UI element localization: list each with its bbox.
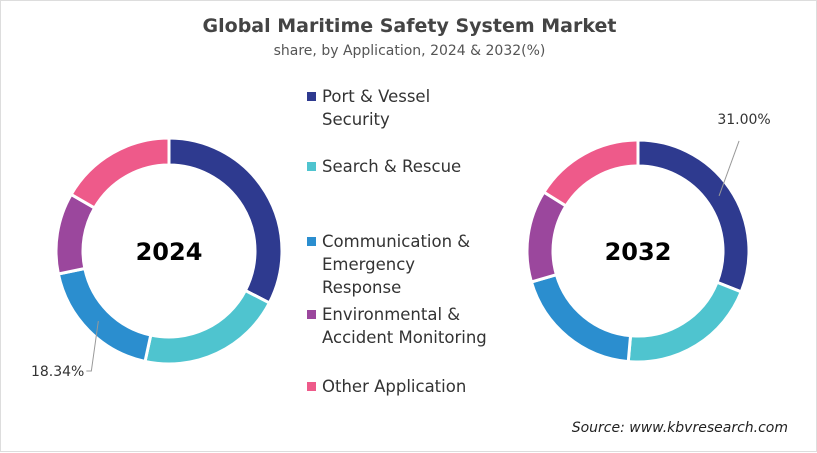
legend-label: Communication &: [322, 232, 471, 251]
chart-title: Global Maritime Safety System Market: [202, 15, 617, 37]
legend-swatch: [307, 162, 316, 171]
legend-label: Response: [322, 278, 402, 297]
data-label: 18.34%: [31, 364, 84, 380]
legend-label: Search & Rescue: [322, 157, 462, 176]
legend-label: Environmental &: [322, 305, 461, 324]
data-label-leader: [718, 140, 740, 197]
donut-slice-2032-0: [636, 138, 751, 294]
donut-slice-2032-1: [626, 280, 744, 364]
legend-swatch: [307, 92, 316, 101]
legend-label: Emergency: [322, 255, 416, 274]
data-label-leader: [86, 320, 99, 372]
legend-item-environmental: Environmental & Accident Monitoring: [307, 303, 487, 349]
center-label-2032: 2032: [605, 238, 672, 266]
chart-subtitle: share, by Application, 2024 & 2032(%): [273, 43, 546, 59]
legend-label: Other Application: [322, 377, 467, 396]
legend-item-search-rescue: Search & Rescue: [307, 155, 461, 178]
donut-slice-2024-3: [54, 192, 97, 276]
center-label-2024: 2024: [136, 238, 203, 266]
legend-swatch: [307, 237, 316, 246]
source-note: Source: www.kbvresearch.com: [571, 420, 788, 436]
donut-slice-2024-1: [143, 288, 272, 366]
legend-item-other-application: Other Application: [307, 375, 466, 398]
donut-slice-2032-4: [541, 138, 640, 208]
donut-slice-2024-0: [167, 136, 284, 305]
legend-label: Port & Vessel: [322, 87, 431, 106]
legend-item-port-vessel-security: Port & Vessel Security: [307, 85, 430, 131]
legend-label: Security: [322, 110, 390, 129]
donut-slice-2024-2: [56, 266, 153, 364]
donut-slice-2032-3: [525, 190, 569, 284]
data-label: 31.00%: [717, 112, 770, 128]
donut-slice-2024-4: [69, 136, 171, 211]
donut-slice-2032-2: [529, 272, 633, 364]
legend-item-communication: Communication & Emergency Response: [307, 230, 470, 299]
legend-label: Accident Monitoring: [322, 328, 487, 347]
legend-swatch: [307, 382, 316, 391]
legend-swatch: [307, 310, 316, 319]
